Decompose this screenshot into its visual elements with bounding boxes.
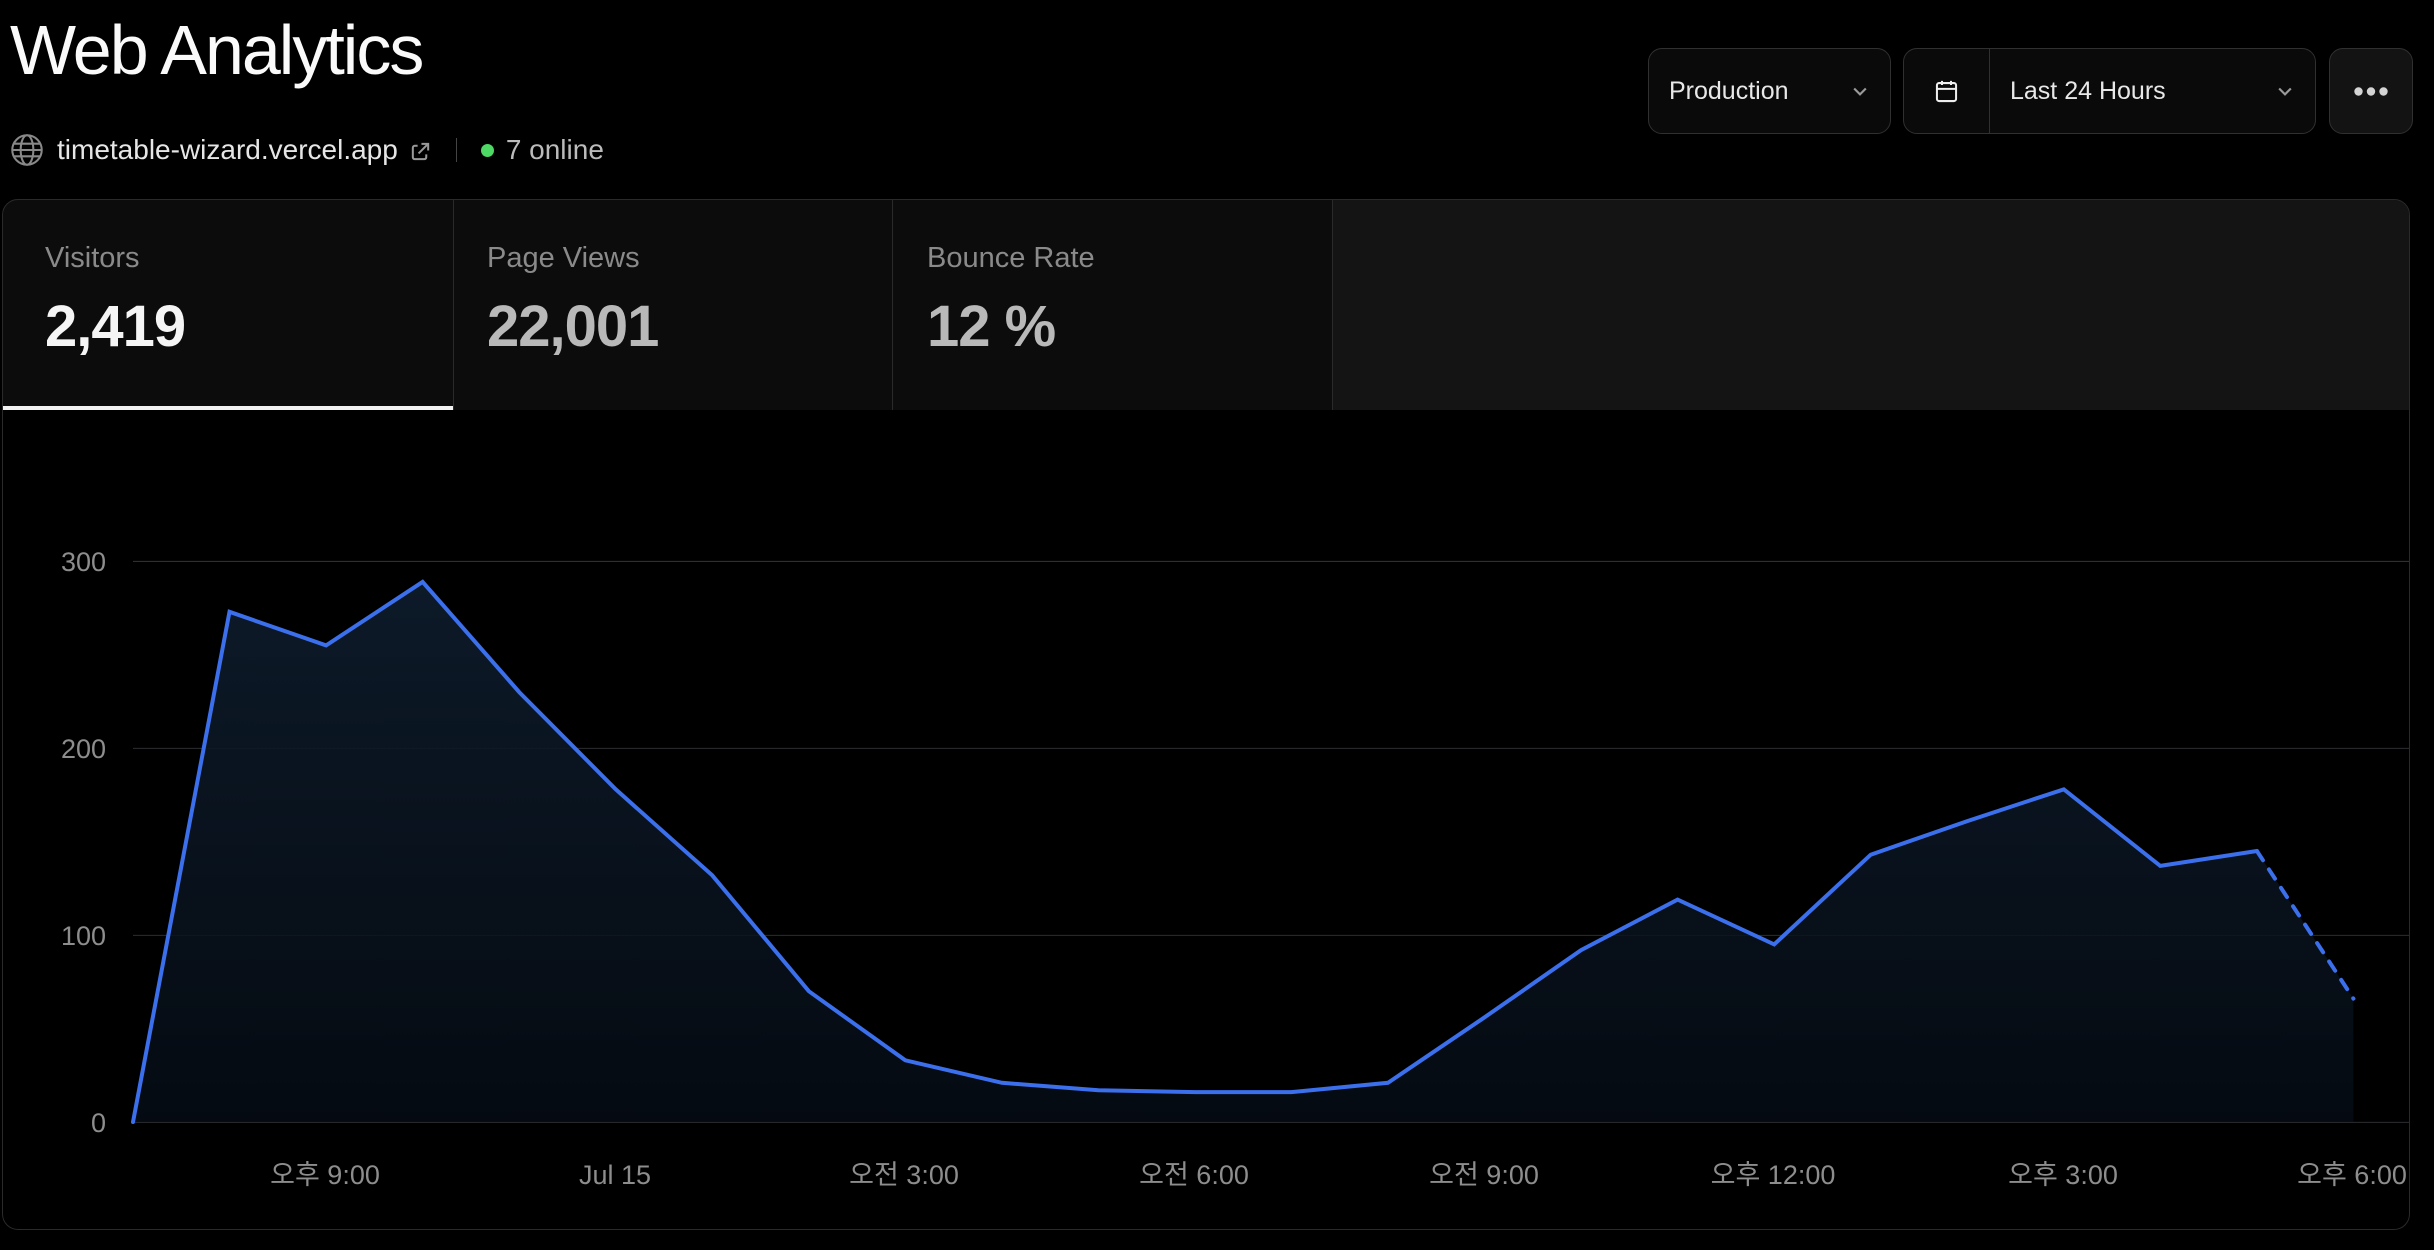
svg-text:오후 9:00: 오후 9:00 bbox=[270, 1160, 380, 1190]
svg-text:0: 0 bbox=[91, 1108, 106, 1138]
svg-text:오후 3:00: 오후 3:00 bbox=[2008, 1160, 2118, 1190]
svg-text:300: 300 bbox=[61, 547, 106, 577]
svg-text:오전 6:00: 오전 6:00 bbox=[1139, 1160, 1249, 1190]
svg-text:오전 3:00: 오전 3:00 bbox=[849, 1160, 959, 1190]
svg-text:Jul 15: Jul 15 bbox=[579, 1160, 651, 1190]
svg-text:오후 12:00: 오후 12:00 bbox=[1711, 1160, 1836, 1190]
svg-text:오후 6:00: 오후 6:00 bbox=[2297, 1160, 2407, 1190]
svg-text:오전 9:00: 오전 9:00 bbox=[1429, 1160, 1539, 1190]
svg-text:200: 200 bbox=[61, 734, 106, 764]
svg-text:100: 100 bbox=[61, 921, 106, 951]
